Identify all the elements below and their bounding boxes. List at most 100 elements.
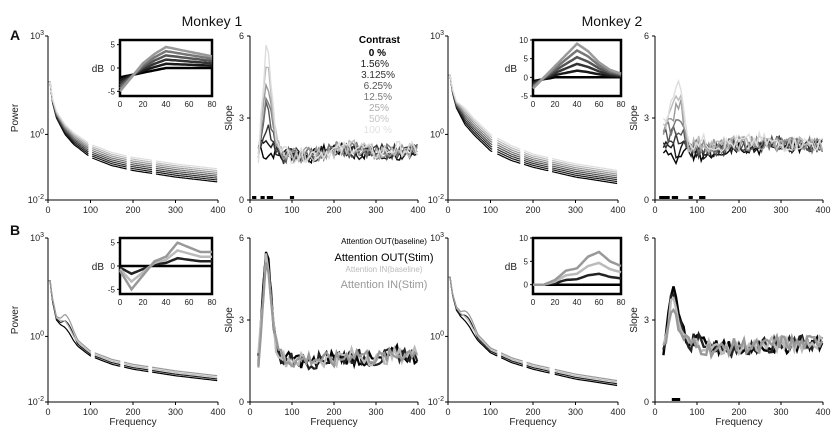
B-monkey2-power-xlabel: Frequency [509,417,556,428]
B-monkey2-slope-xtick-label: 0 [652,407,657,417]
B-monkey1-inset-ytick-label: 5 [111,239,116,248]
A-monkey1-power-series-line [48,81,218,183]
A-monkey2-slope-ytick-label: 0 [644,195,649,205]
B-monkey2-slope-xtick-label: 100 [689,407,704,417]
B-monkey2-slope-series-line [663,307,824,360]
A-monkey2-power-xtick-label: 0 [445,205,450,215]
B-monkey2-slope-xtick-label: 300 [773,407,788,417]
A-monkey1-power-xtick-label: 200 [125,205,140,215]
B-monkey2-slope-ylabel: Slope [629,307,640,333]
A-monkey1-slope-ytick-label: 3 [239,113,244,123]
A-monkey1-slope-ytick-label: 0 [239,195,244,205]
A-monkey2-power-series-line [448,74,618,183]
B-monkey1-inset-xtick-label: 0 [118,298,123,307]
B-monkey2-slope-ytick-label: 3 [644,315,649,325]
B-monkey2-inset-ylabel: dB [505,262,518,273]
B-monkey1-power-series-line [48,280,218,378]
B-monkey2-inset-ytick-label: 10 [519,234,528,243]
A-monkey1-power-xtick-label: 0 [45,205,50,215]
A-monkey1-inset-xtick-label: 80 [208,100,217,109]
A-monkey2-slope-xtick-label: 200 [731,205,746,215]
B-monkey1-slope-series-line [257,262,418,369]
B-monkey2-inset-series-line [533,250,622,286]
A-monkey1-slope-ytick-label: 6 [239,31,244,41]
contrast-legend-item: 3.125% [361,70,395,81]
B-monkey2-slope-xtick-label: 400 [815,407,830,417]
A-monkey2-power-xtick-label: 200 [525,205,540,215]
B-monkey2-power-xtick-label: 0 [445,407,450,417]
B-monkey1-power-xtick-label: 200 [125,407,140,417]
B-monkey2-inset-xtick-label: 80 [617,298,626,307]
A-monkey2-inset-xtick-label: 0 [531,100,536,109]
B-monkey2-inset-xtick-label: 0 [531,298,536,307]
A-monkey1-power-series-line [48,81,218,172]
A-monkey2-slope-xtick-label: 100 [689,205,704,215]
A-monkey2-power-series-line [448,74,618,173]
contrast-legend: Contrast 0 % 1.56% 3.125% 6.25% 12.5% 25… [359,35,401,136]
B-monkey1-power-series-line [48,280,218,377]
A-monkey1-inset-series-line [119,45,213,93]
B-monkey2-power-series-line [448,276,618,385]
B-monkey2-slope-ytick-label: 6 [644,233,649,243]
A-monkey2-power-ytick-label: 10-2 [428,194,444,205]
contrast-legend-item: 100 % [364,125,392,136]
A-monkey1-inset-xtick-label: 60 [185,100,194,109]
A-monkey1-power-series-line [48,81,218,181]
A-monkey1-slope-significance-bar [266,196,274,199]
B-monkey1-inset-series-line [119,256,212,276]
A-monkey1-slope-series-line [257,66,418,164]
A-monkey2-inset-ytick-label: -5 [521,92,529,101]
B-monkey1-slope-ytick-label: 3 [239,315,244,325]
attention-legend-item: Attention IN(baseline) [346,265,423,274]
A-monkey1-slope-significance-bar [289,196,295,199]
contrast-legend-item: 25% [369,103,389,114]
A-monkey2-inset-ytick-label: 0 [524,73,529,82]
row-b-label: B [10,222,20,238]
B-monkey1-inset-xtick-label: 40 [162,298,171,307]
B-monkey1-inset-ytick-label: 0 [111,262,116,271]
A-monkey1-slope-xtick-label: 200 [326,205,341,215]
attention-legend-item: Attention IN(Stim) [341,279,428,291]
B-monkey2-slope-significance-bar [671,398,681,401]
A-monkey2-inset-ytick-label: 5 [524,55,529,64]
A-monkey1-power-series-line [48,81,218,170]
A-monkey2-slope-xtick-label: 0 [652,205,657,215]
A-monkey1-inset-ylabel: dB [92,64,105,75]
A-monkey2-power-series-line [448,74,618,175]
B-monkey1-slope-ytick-label: 0 [239,397,244,407]
A-monkey1-slope-xtick-label: 100 [284,205,299,215]
attention-legend-item: Attention OUT(Stim) [334,252,433,264]
monkey1-title: Monkey 1 [182,13,243,29]
B-monkey1-inset-series-line [119,249,212,284]
A-monkey1-inset-ytick-label: -5 [108,87,116,96]
B-monkey2-power-xtick-label: 200 [525,407,540,417]
A-monkey2-slope-ytick-label: 6 [644,31,649,41]
B-monkey1-inset-series-line [118,241,212,292]
monkey2-title: Monkey 2 [582,13,643,29]
A-monkey2-power-xtick-label: 300 [568,205,583,215]
B-monkey2-inset-xtick-label: 20 [551,298,560,307]
B-monkey1-slope-xtick-label: 100 [284,407,299,417]
B-monkey1-power-series-line [48,280,218,382]
B-monkey2-power-xtick-label: 400 [610,407,625,417]
A-monkey1-power-series-line [48,81,218,174]
B-monkey2-power-series-line [448,276,618,387]
B-monkey2-power-series-line [448,276,618,383]
A-monkey2-slope-xtick-label: 400 [815,205,830,215]
A-monkey2-power-series-line [448,74,618,181]
attention-legend: Attention OUT(baseline) Attention OUT(St… [334,237,433,291]
A-monkey2-slope-series-line [662,92,823,154]
A-monkey2-slope-significance-bar [688,196,693,199]
A-monkey2-power-ytick-label: 100 [430,128,444,139]
A-monkey1-power-ylabel: Power [10,103,21,132]
B-monkey1-inset-ylabel: dB [92,262,105,273]
A-monkey2-power-ytick-label: 103 [430,30,444,41]
B-monkey1-power-ytick-label: 103 [30,232,44,243]
A-monkey1-slope-xtick-label: 400 [410,205,425,215]
B-monkey1-slope-ylabel: Slope [224,307,235,333]
B-monkey1-power-xtick-label: 300 [168,407,183,417]
A-monkey2-slope-significance-bar [659,196,670,199]
A-monkey1-inset-ytick-label: 0 [111,64,116,73]
